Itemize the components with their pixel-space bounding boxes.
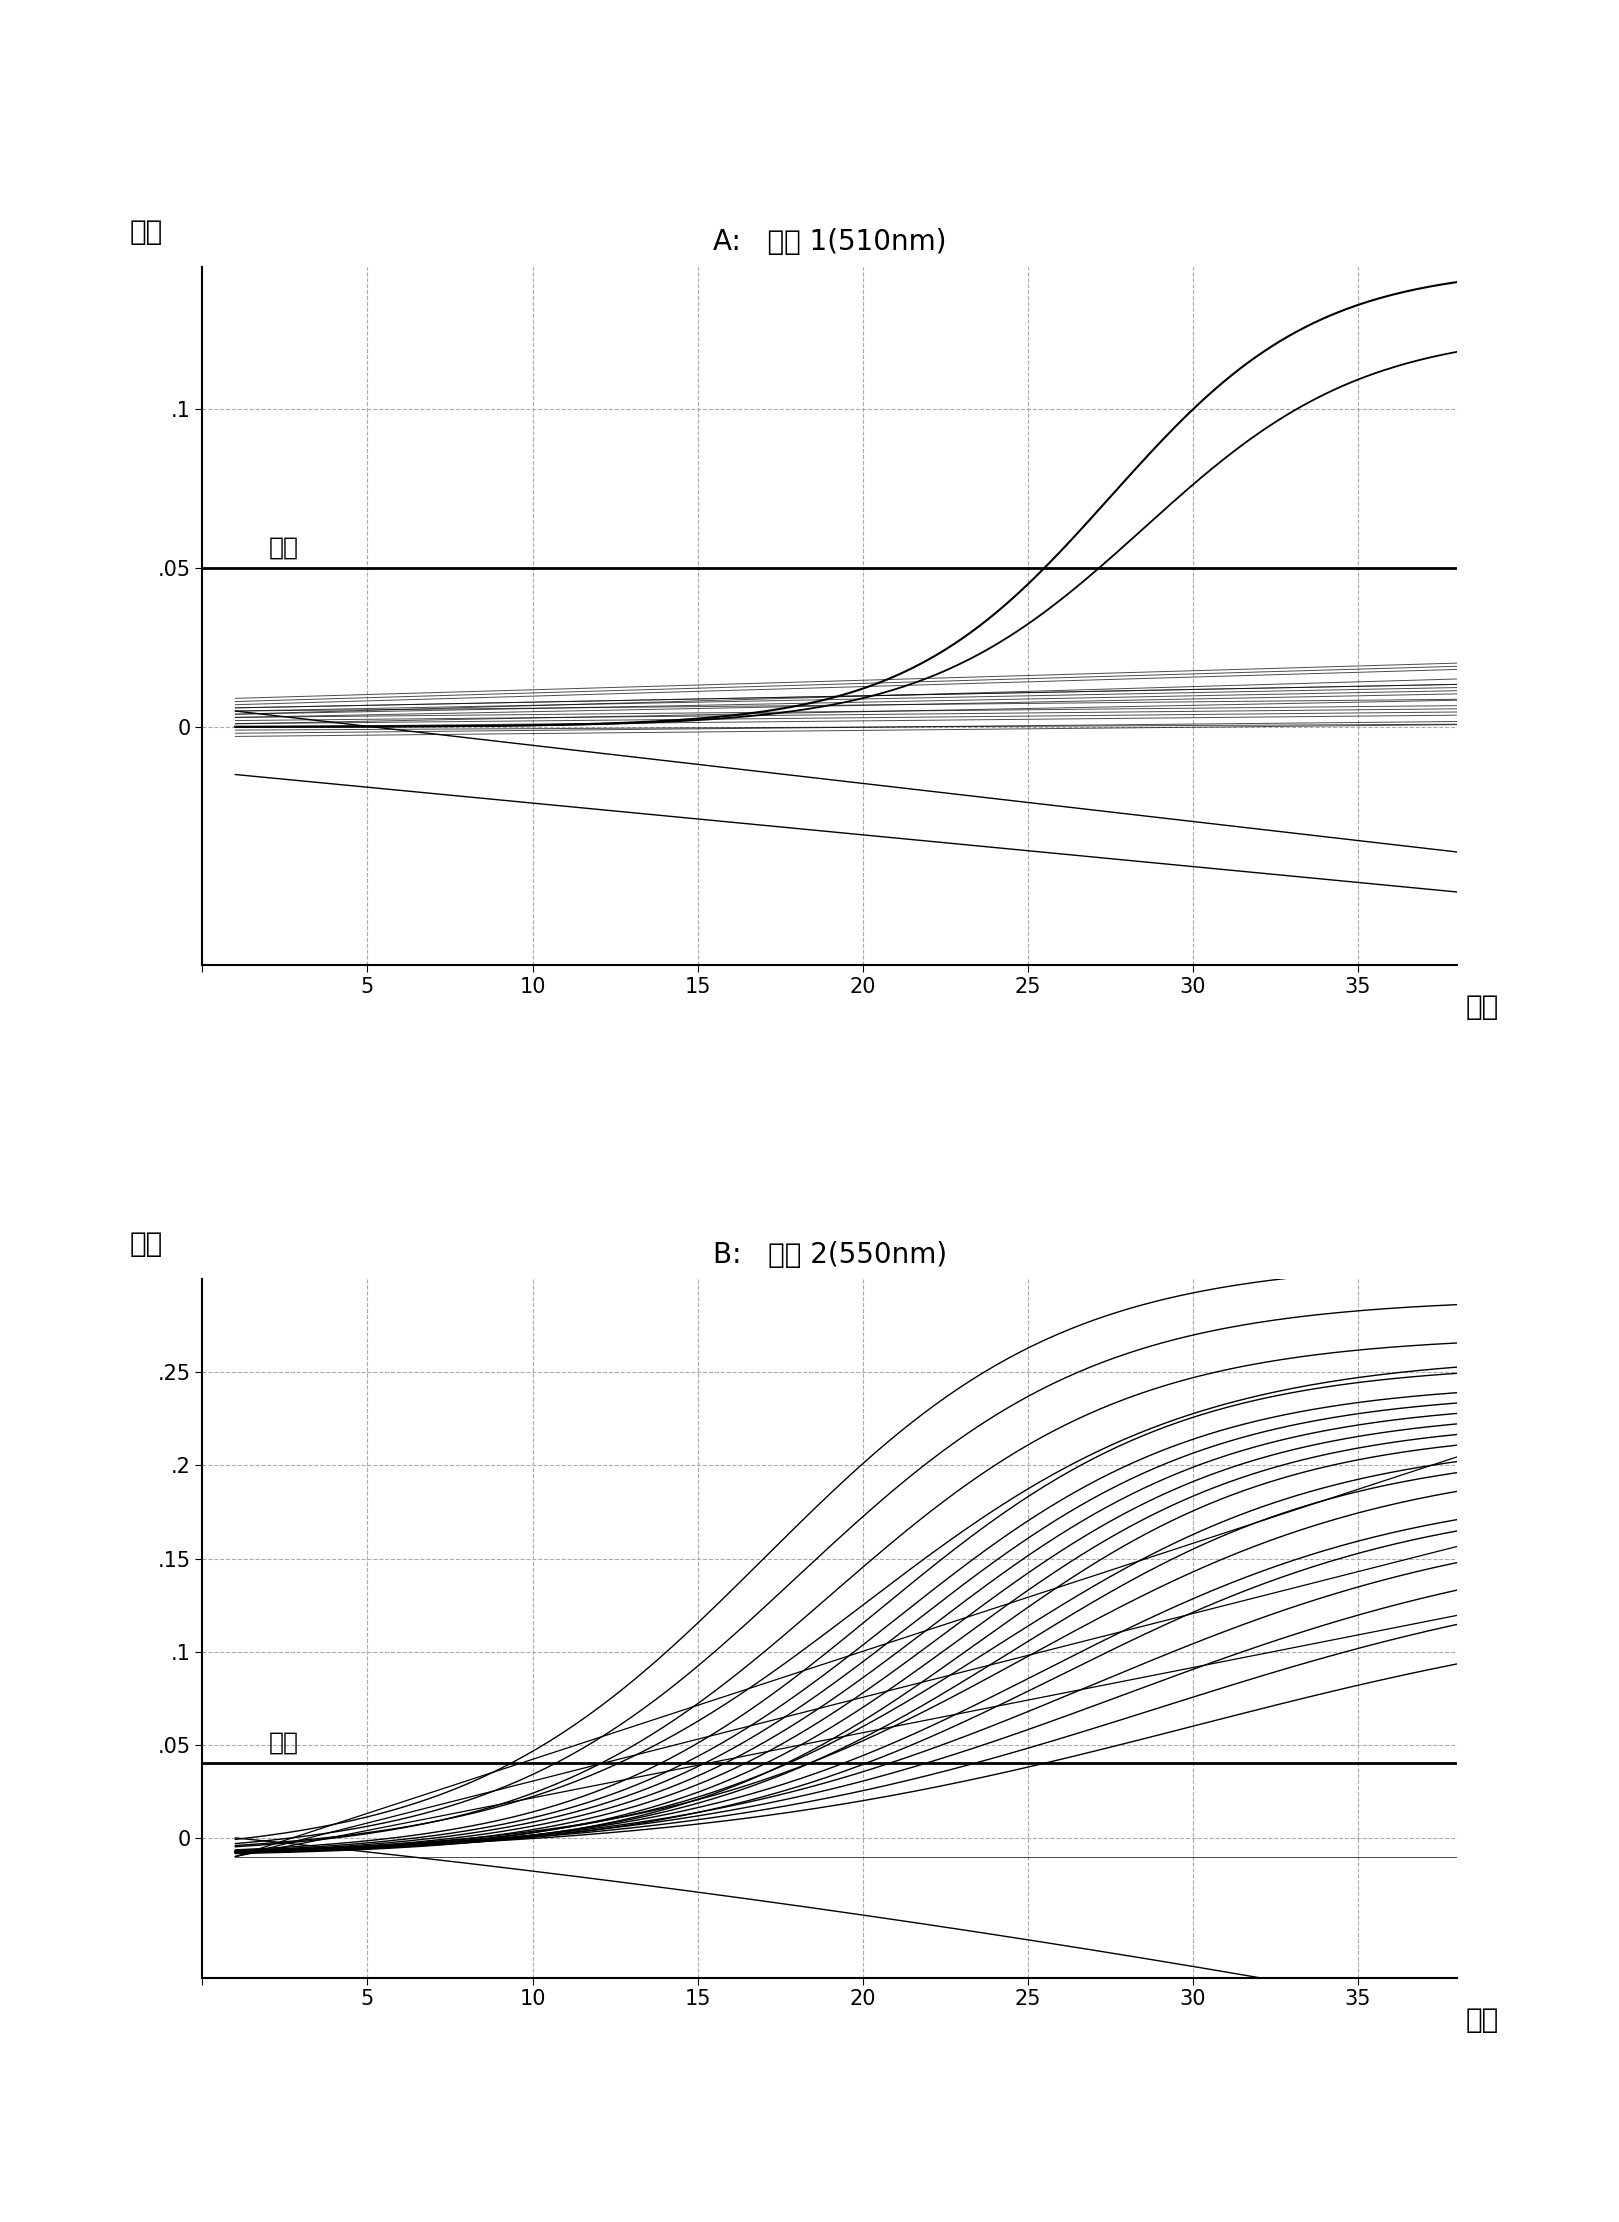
Y-axis label: 荧光: 荧光 [130,218,162,247]
Text: 阀値: 阀値 [269,1731,298,1755]
Title: A:   通道 1(510nm): A: 通道 1(510nm) [712,229,947,256]
Text: 阀値: 阀値 [269,536,298,560]
X-axis label: 循环: 循环 [1465,2006,1499,2033]
Title: B:   通道 2(550nm): B: 通道 2(550nm) [712,1240,947,1269]
Y-axis label: 荧光: 荧光 [130,1231,162,1258]
X-axis label: 循环: 循环 [1465,993,1499,1020]
